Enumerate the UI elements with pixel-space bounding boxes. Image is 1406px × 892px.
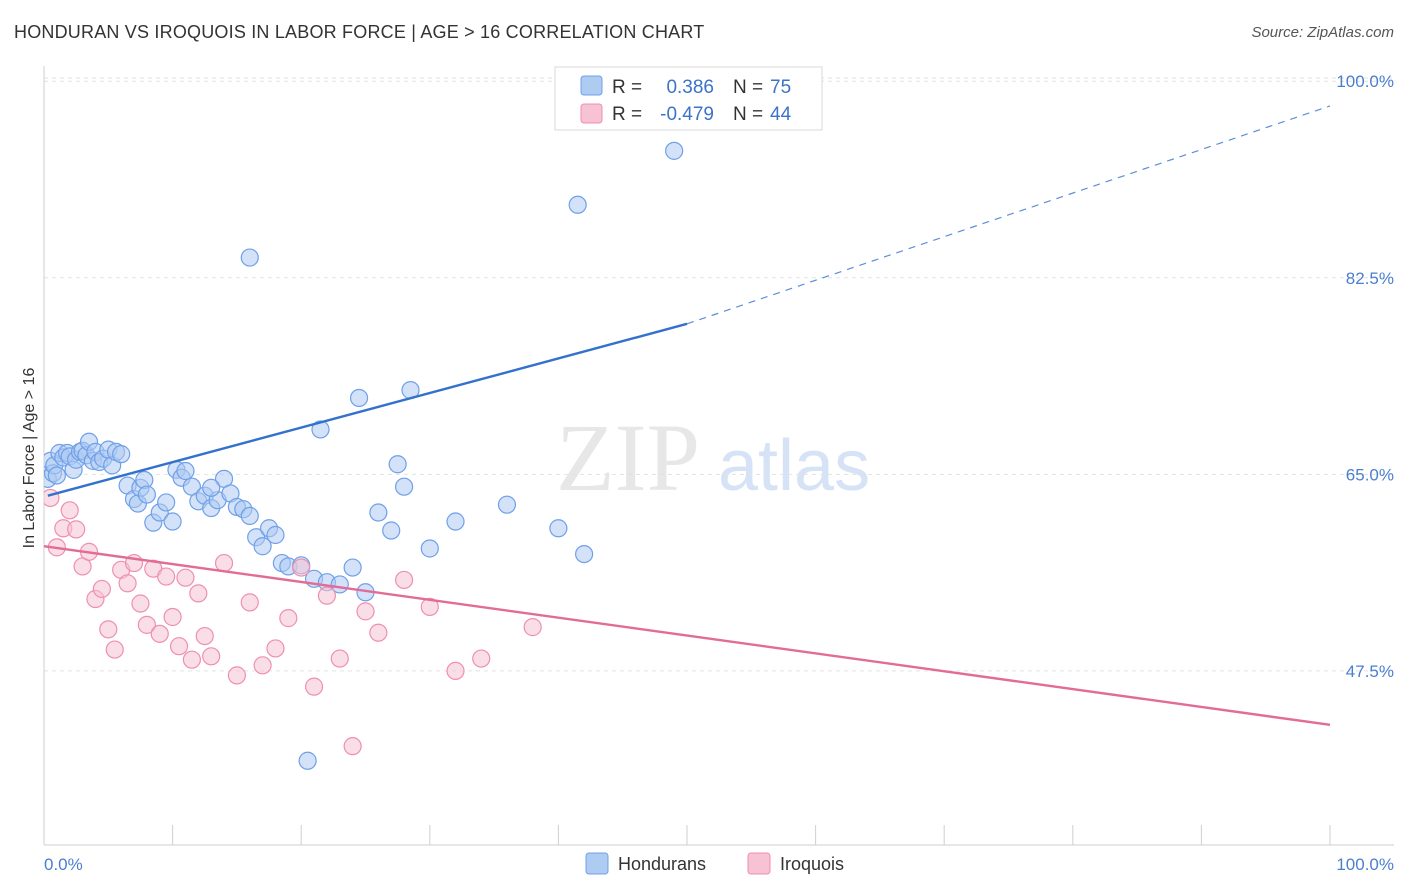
point-hondurans-72 — [568, 195, 587, 214]
point-iroquois-32 — [292, 558, 311, 577]
bottom-legend-swatch-iroquois — [747, 852, 771, 875]
point-iroquois-29 — [253, 656, 272, 675]
bottom-legend-swatch-hondurans — [585, 852, 609, 875]
point-hondurans-74 — [298, 751, 317, 770]
point-hondurans-61 — [394, 477, 414, 496]
point-hondurans-47 — [253, 537, 272, 556]
point-iroquois-35 — [330, 649, 349, 668]
point-iroquois-36 — [343, 737, 362, 756]
point-hondurans-32 — [163, 512, 182, 531]
y-axis-label: In Labor Force | Age > 16 — [21, 368, 38, 549]
axes — [43, 66, 1394, 846]
legend-r-label-2: R = — [612, 104, 642, 125]
bottom-legend-label-hondurans: Hondurans — [618, 854, 706, 874]
point-iroquois-17 — [150, 624, 169, 643]
point-iroquois-20 — [169, 637, 189, 656]
watermark-zip: ZIP — [556, 404, 700, 511]
point-hondurans-64 — [497, 495, 517, 514]
point-hondurans-4 — [47, 466, 66, 485]
point-hondurans-58 — [369, 503, 388, 522]
point-hondurans-68 — [202, 478, 221, 497]
legend-r-value-hondurans: 0.386 — [666, 77, 714, 98]
point-hondurans-22 — [112, 445, 131, 464]
legend-n-label-2: N = — [733, 104, 763, 125]
point-iroquois-37 — [356, 602, 375, 621]
point-iroquois-22 — [182, 650, 201, 669]
point-iroquois-43 — [523, 618, 542, 637]
trend-line-extension-hondurans — [686, 105, 1331, 325]
watermark-atlas: atlas — [718, 426, 870, 506]
point-iroquois-21 — [176, 568, 195, 587]
legend-n-value-hondurans: 75 — [770, 77, 791, 98]
bottom-legend-label-iroquois: Iroquois — [780, 854, 844, 874]
x-tick-label-min: 0.0% — [44, 855, 83, 874]
trend-line-hondurans — [47, 322, 688, 497]
point-iroquois-23 — [189, 584, 208, 603]
point-iroquois-25 — [202, 647, 221, 666]
legend-n-label-1: N = — [733, 77, 763, 98]
point-hondurans-70 — [349, 388, 369, 408]
point-iroquois-39 — [394, 570, 414, 590]
point-hondurans-69 — [311, 420, 330, 439]
point-hondurans-59 — [382, 521, 401, 540]
point-hondurans-28 — [137, 485, 156, 504]
point-iroquois-27 — [227, 666, 246, 685]
y-tick-label-1: 65.0% — [1346, 465, 1394, 484]
point-iroquois-38 — [369, 623, 388, 642]
point-iroquois-34 — [317, 586, 337, 605]
point-iroquois-18 — [157, 567, 176, 586]
point-hondurans-65 — [549, 519, 568, 538]
point-hondurans-63 — [446, 512, 465, 531]
point-iroquois-9 — [99, 620, 118, 639]
point-iroquois-26 — [214, 553, 234, 573]
point-iroquois-30 — [266, 639, 285, 658]
legend-r-label-1: R = — [612, 77, 642, 98]
point-iroquois-31 — [279, 609, 298, 628]
point-hondurans-60 — [388, 455, 407, 474]
point-iroquois-40 — [420, 597, 439, 616]
point-hondurans-66 — [575, 544, 594, 564]
y-tick-label-0: 47.5% — [1346, 662, 1394, 681]
point-iroquois-24 — [195, 626, 214, 646]
point-iroquois-42 — [472, 649, 491, 668]
point-hondurans-49 — [266, 525, 285, 545]
legend-swatch-hondurans — [580, 75, 603, 96]
point-iroquois-0 — [44, 488, 60, 508]
trend-line-iroquois — [43, 545, 1331, 727]
gridlines — [44, 77, 1394, 672]
x-tick-label-max: 100.0% — [1336, 855, 1394, 874]
point-hondurans-35 — [176, 461, 195, 481]
point-iroquois-8 — [92, 579, 111, 599]
series-legend: Hondurans Iroquois — [585, 852, 844, 875]
y-tick-labels: 47.5% 65.0% 82.5% 100.0% — [1336, 72, 1394, 681]
legend-swatch-iroquois — [580, 103, 603, 124]
trend-lines — [43, 105, 1331, 727]
point-iroquois-19 — [163, 607, 182, 627]
point-hondurans-45 — [240, 506, 259, 526]
source-credit: Source: ZipAtlas.com — [1251, 24, 1394, 41]
point-hondurans-56 — [343, 558, 362, 577]
point-iroquois-10 — [105, 640, 124, 659]
y-tick-label-3: 100.0% — [1336, 72, 1394, 91]
legend-n-value-iroquois: 44 — [770, 104, 792, 125]
y-tick-label-2: 82.5% — [1346, 269, 1394, 288]
point-iroquois-3 — [60, 501, 79, 520]
point-hondurans-67 — [240, 248, 259, 267]
point-iroquois-14 — [131, 594, 150, 613]
point-hondurans-62 — [420, 539, 439, 558]
point-iroquois-15 — [137, 615, 156, 634]
point-iroquois-33 — [304, 677, 324, 696]
point-iroquois-28 — [240, 593, 259, 612]
legend-r-value-iroquois: -0.479 — [660, 104, 714, 125]
chart-title: HONDURAN VS IROQUOIS IN LABOR FORCE | AG… — [14, 22, 705, 42]
correlation-legend: R = 0.386 N = 75 R = -0.479 N = 44 — [554, 66, 823, 131]
point-iroquois-12 — [118, 574, 137, 593]
point-hondurans-73 — [665, 141, 684, 160]
point-iroquois-4 — [67, 520, 86, 539]
point-iroquois-41 — [446, 661, 465, 681]
point-hondurans-31 — [157, 493, 176, 512]
